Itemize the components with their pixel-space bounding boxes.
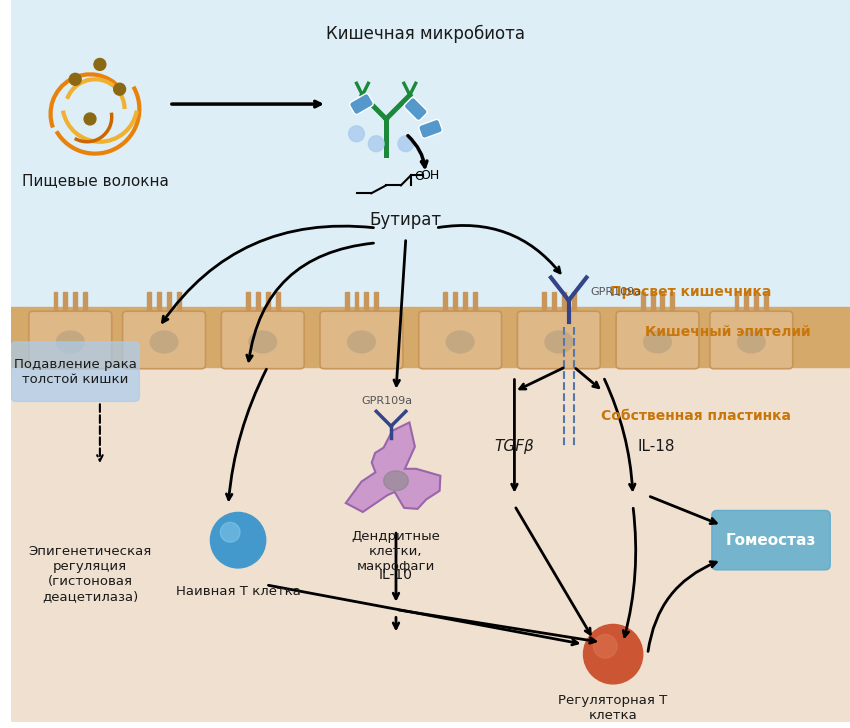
- Ellipse shape: [545, 331, 573, 353]
- Bar: [157, 293, 162, 310]
- Bar: [374, 293, 378, 310]
- FancyBboxPatch shape: [349, 94, 373, 114]
- Bar: [275, 293, 280, 310]
- Circle shape: [220, 522, 240, 542]
- Text: Подавление рака
толстой кишки: Подавление рака толстой кишки: [14, 357, 137, 386]
- FancyBboxPatch shape: [405, 98, 428, 121]
- Bar: [177, 293, 181, 310]
- Text: GPR109a: GPR109a: [361, 397, 412, 406]
- Circle shape: [211, 513, 266, 568]
- Bar: [660, 293, 665, 310]
- Bar: [354, 293, 359, 310]
- Circle shape: [368, 136, 384, 151]
- Bar: [344, 293, 348, 310]
- FancyBboxPatch shape: [710, 312, 793, 368]
- Text: Гомеостаз: Гомеостаз: [726, 533, 816, 547]
- Text: TGFβ: TGFβ: [495, 438, 535, 454]
- Text: Наивная Т клетка: Наивная Т клетка: [176, 585, 301, 598]
- FancyBboxPatch shape: [518, 312, 600, 368]
- Text: Кишечный эпителий: Кишечный эпителий: [645, 325, 811, 339]
- Text: O: O: [414, 170, 423, 183]
- Bar: [246, 293, 250, 310]
- FancyBboxPatch shape: [320, 312, 403, 368]
- Ellipse shape: [56, 331, 84, 353]
- Bar: [83, 293, 87, 310]
- Text: OH: OH: [421, 169, 440, 182]
- Text: GPR109a: GPR109a: [591, 288, 642, 298]
- Bar: [54, 293, 58, 310]
- Bar: [552, 293, 556, 310]
- Bar: [572, 293, 575, 310]
- Circle shape: [84, 113, 96, 125]
- Bar: [73, 293, 77, 310]
- Circle shape: [94, 58, 105, 71]
- Bar: [764, 293, 768, 310]
- Bar: [453, 293, 457, 310]
- Bar: [11, 367, 850, 721]
- FancyBboxPatch shape: [221, 312, 304, 368]
- FancyBboxPatch shape: [11, 342, 139, 401]
- FancyBboxPatch shape: [419, 312, 502, 368]
- Bar: [256, 293, 260, 310]
- Text: Бутират: Бутират: [370, 211, 442, 229]
- Ellipse shape: [348, 331, 375, 353]
- Circle shape: [398, 136, 414, 151]
- Circle shape: [583, 625, 643, 684]
- Circle shape: [70, 74, 81, 85]
- Bar: [473, 293, 477, 310]
- Bar: [745, 293, 748, 310]
- Ellipse shape: [383, 471, 408, 491]
- Bar: [11, 0, 850, 307]
- Text: Собственная пластинка: Собственная пластинка: [601, 409, 790, 423]
- Text: IL-10: IL-10: [379, 568, 413, 582]
- Ellipse shape: [446, 331, 474, 353]
- Bar: [650, 293, 654, 310]
- Bar: [734, 293, 739, 310]
- Ellipse shape: [643, 331, 672, 353]
- Bar: [754, 293, 758, 310]
- Bar: [147, 293, 151, 310]
- Text: Регуляторная Т
клетка: Регуляторная Т клетка: [558, 694, 668, 721]
- Bar: [641, 293, 644, 310]
- FancyBboxPatch shape: [122, 312, 206, 368]
- Ellipse shape: [249, 331, 276, 353]
- Bar: [365, 293, 368, 310]
- FancyBboxPatch shape: [616, 312, 699, 368]
- Bar: [671, 293, 674, 310]
- Text: Дендритные
клетки,
макрофаги: Дендритные клетки, макрофаги: [352, 530, 440, 573]
- Bar: [11, 307, 850, 367]
- Bar: [64, 293, 67, 310]
- Circle shape: [593, 634, 617, 658]
- Bar: [542, 293, 546, 310]
- Bar: [562, 293, 566, 310]
- Circle shape: [114, 83, 126, 95]
- Ellipse shape: [738, 331, 765, 353]
- Text: Кишечная микробиота: Кишечная микробиота: [326, 25, 525, 43]
- Text: Эпигенетическая
регуляция
(гистоновая
деацетилаза): Эпигенетическая регуляция (гистоновая де…: [28, 545, 151, 603]
- Bar: [266, 293, 269, 310]
- FancyBboxPatch shape: [711, 510, 830, 570]
- Bar: [167, 293, 171, 310]
- Bar: [463, 293, 467, 310]
- FancyBboxPatch shape: [29, 312, 111, 368]
- Text: IL-18: IL-18: [638, 438, 675, 454]
- Text: Пищевые волокна: Пищевые волокна: [21, 173, 168, 189]
- FancyBboxPatch shape: [419, 119, 442, 138]
- Circle shape: [348, 126, 365, 142]
- Polygon shape: [346, 422, 440, 512]
- Text: Просвет кишечника: Просвет кишечника: [609, 285, 771, 299]
- Ellipse shape: [150, 331, 178, 353]
- Bar: [444, 293, 447, 310]
